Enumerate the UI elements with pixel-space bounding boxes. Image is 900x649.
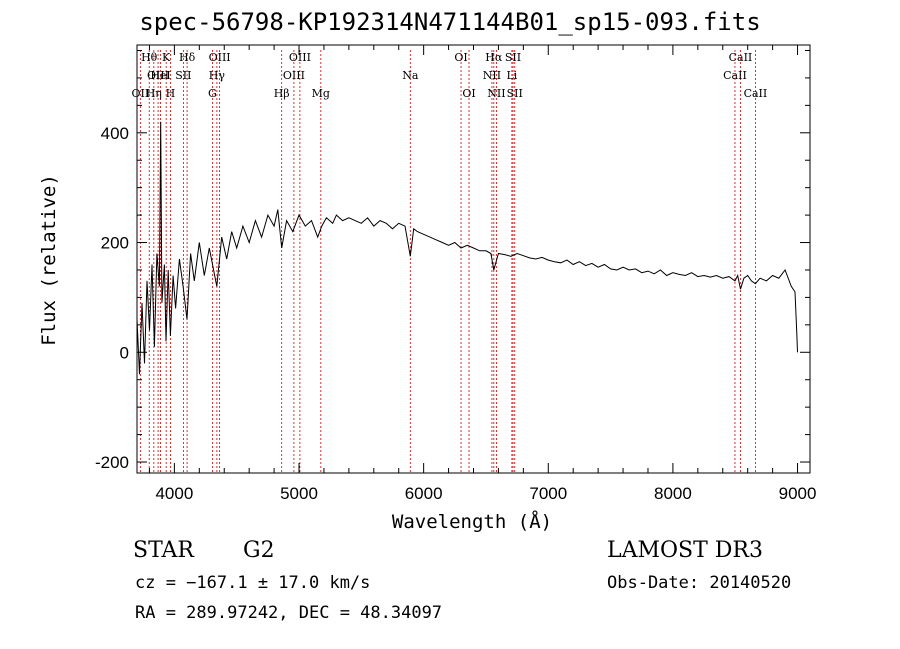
line-marker-label: Hη [146, 87, 162, 100]
line-marker-label: OIII [147, 69, 169, 82]
line-marker-labels: OII Hθ OIII Hη HeI K H Hδ SII OIII Hγ G Hβ OIII OIII Mg… [132, 51, 768, 100]
line-marker-label: Mg [312, 87, 330, 100]
line-marker-label: OI [462, 87, 475, 100]
line-marker-label: OIII [209, 51, 231, 64]
x-tick-label: 8000 [654, 484, 692, 503]
x-axis: 4000 5000 6000 7000 8000 9000 [148, 45, 817, 503]
coordinates: RA = 289.97242, DEC = 48.34097 [135, 603, 443, 623]
line-marker-label: CaII [744, 87, 768, 100]
line-marker-label: CaII [723, 69, 747, 82]
y-axis-label: Flux (relative) [38, 174, 60, 346]
y-tick-label: 400 [101, 124, 129, 143]
x-tick-label: 9000 [779, 484, 817, 503]
line-markers [139, 50, 756, 473]
line-marker-label: HeI [150, 69, 170, 82]
line-marker-label: Hα [485, 51, 503, 64]
line-marker-label: Hγ [209, 69, 226, 82]
x-axis-label: Wavelength (Å) [392, 510, 552, 533]
line-marker-label: SII [175, 69, 191, 82]
x-tick-label: 5000 [280, 484, 318, 503]
line-marker-label: NII [487, 87, 505, 100]
line-marker-label: Hδ [179, 51, 196, 64]
line-marker-label: Na [402, 69, 419, 82]
line-marker-label: OII [132, 87, 150, 100]
line-marker-label: Li [506, 69, 517, 82]
line-marker-label: OIII [289, 51, 311, 64]
object-class: STAR [133, 538, 194, 563]
line-marker-label: H [166, 87, 176, 100]
line-marker-label: Hθ [141, 51, 158, 64]
y-tick-label: 0 [120, 343, 129, 362]
plot-frame [136, 44, 811, 474]
spectrum-line [136, 121, 798, 375]
line-marker-label: OI [454, 51, 467, 64]
survey-name: LAMOST DR3 [607, 538, 763, 563]
chart-title: spec-56798-KP192314N471144B01_sp15-093.f… [139, 8, 761, 36]
line-marker-label: OIII [283, 69, 305, 82]
y-tick-label: 200 [101, 234, 129, 253]
subclass: G2 [243, 538, 275, 563]
x-tick-label: 4000 [155, 484, 193, 503]
y-axis: -200 0 200 400 [95, 49, 810, 472]
line-marker-label: K [162, 51, 171, 64]
y-tick-label: -200 [95, 453, 129, 472]
x-tick-label: 6000 [405, 484, 443, 503]
line-marker-label: CaII [729, 51, 753, 64]
line-marker-label: SII [505, 51, 521, 64]
redshift-cz: cz = −167.1 ± 17.0 km/s [135, 573, 371, 593]
line-marker-label: SII [507, 87, 523, 100]
line-marker-label: Hβ [274, 87, 290, 100]
line-marker-label: G [208, 87, 217, 100]
line-marker-label: NII [483, 69, 501, 82]
obs-date: Obs-Date: 20140520 [607, 573, 792, 593]
x-tick-label: 7000 [529, 484, 567, 503]
